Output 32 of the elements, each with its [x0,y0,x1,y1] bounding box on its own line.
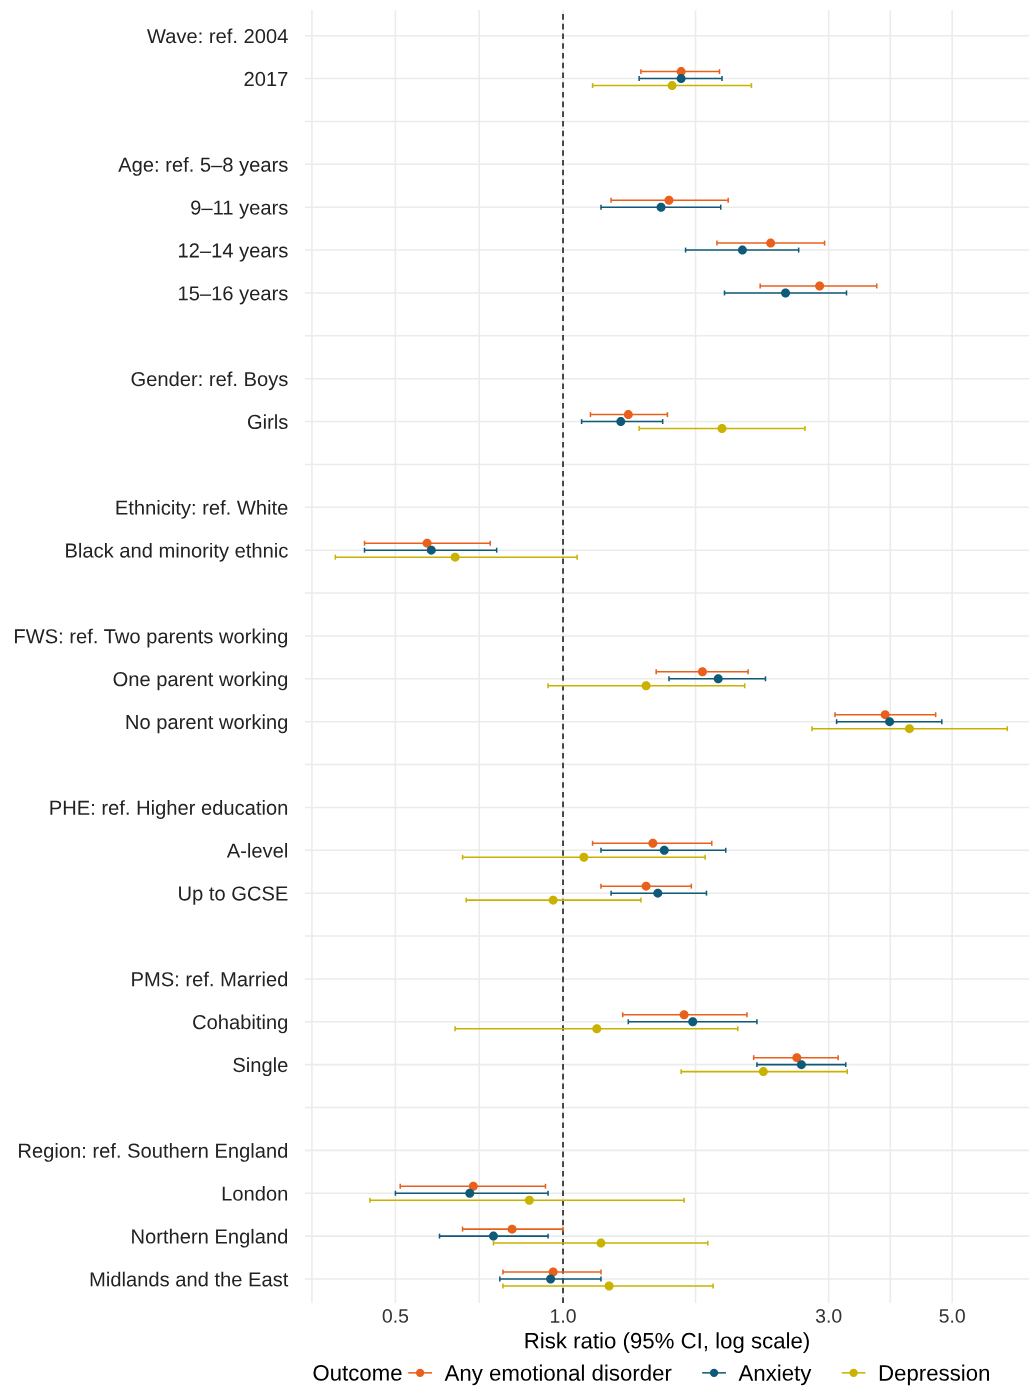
y-tick-label: 2017 [244,71,288,87]
y-tick-label: PMS: ref. Married [132,971,288,987]
y-tick-label: Ethnicity: ref. White [116,500,288,519]
legend-label: Depression [879,1364,989,1386]
y-tick-label: FWS: ref. Two parents working [15,628,288,648]
y-tick-label: Age: ref. 5–8 years [118,157,288,176]
y-tick-label: Northern England [132,1228,288,1248]
x-axis-title: Risk ratio (95% CI, log scale) [525,1332,809,1353]
legend-label: Anxiety [738,1364,812,1386]
y-tick-label: PHE: ref. Higher education [50,800,288,819]
y-tick-label: Single [233,1057,288,1077]
y-tick-label: 9–11 years [191,200,288,219]
y-tick-label: Wave: ref. 2004 [147,28,288,44]
legend-title: Outcome [313,1364,402,1381]
y-tick-label: Up to GCSE [179,886,288,905]
y-tick-label: Cohabiting [193,1014,288,1034]
y-tick-label: 12–14 years [179,243,288,262]
y-tick-label: London [222,1185,288,1201]
y-tick-label: Girls [247,414,288,430]
y-tick-label: One parent working [113,671,288,691]
x-tick-label: 3.0 [815,1309,842,1323]
y-tick-label: Black and minority ethnic [66,542,288,562]
x-tick-label: 0.5 [382,1309,409,1323]
y-tick-label: Gender: ref. Boys [131,371,288,391]
legend-label: Any emotional disorder [444,1364,672,1386]
y-tick-label: Midlands and the East [90,1271,289,1287]
x-tick-label: 1.0 [550,1309,576,1323]
y-tick-label: A-level [226,842,287,858]
y-tick-label: No parent working [126,714,288,734]
y-tick-label: Region: ref. Southern England [19,1143,288,1162]
x-tick-label: 5.0 [939,1309,965,1323]
y-tick-label: 15–16 years [179,286,288,305]
